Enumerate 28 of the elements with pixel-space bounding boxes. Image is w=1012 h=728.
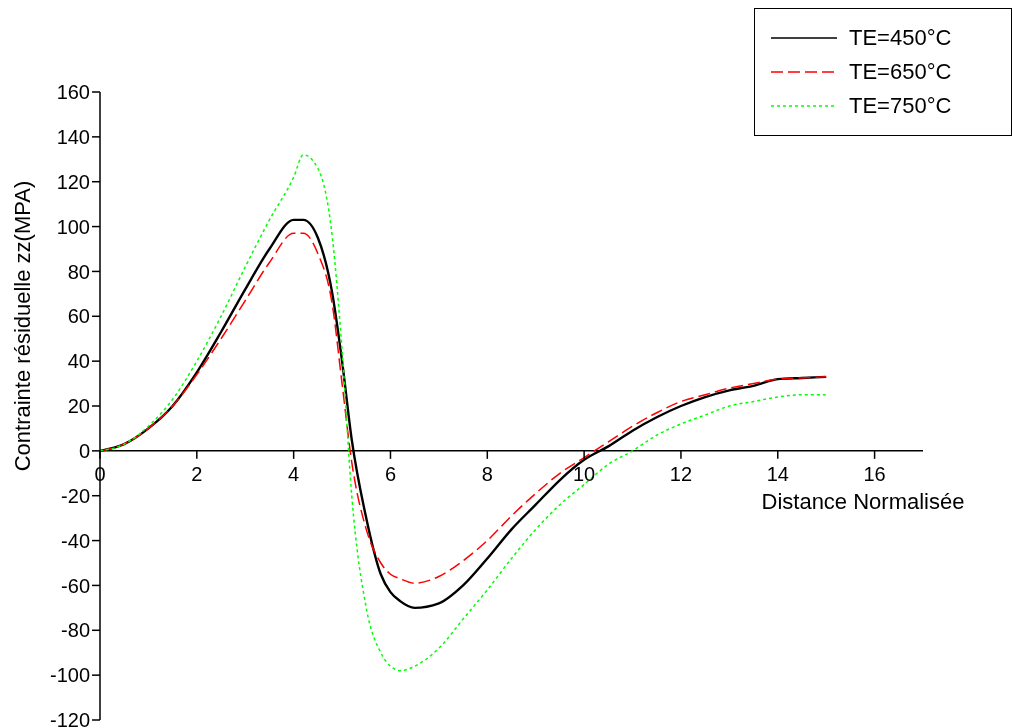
x-tick-label: 14 [766, 462, 789, 485]
y-tick-label: -120 [49, 709, 90, 728]
y-tick-label: 40 [67, 350, 90, 373]
y-tick-label: 80 [67, 260, 90, 283]
y-tick-label: 20 [67, 395, 90, 418]
x-tick-label: 4 [288, 462, 300, 485]
y-tick-label: -60 [61, 574, 90, 597]
legend-label: TE=450°C [849, 25, 952, 51]
y-tick-label: 100 [56, 215, 90, 238]
y-tick-label: -40 [61, 529, 90, 552]
legend-label: TE=650°C [849, 59, 952, 85]
y-tick-label: 140 [56, 125, 90, 148]
y-tick-label: 160 [56, 81, 90, 104]
x-tick-label: 6 [384, 462, 397, 485]
x-tick-label: 12 [669, 462, 693, 485]
x-tick-label: 16 [863, 462, 886, 485]
x-tick-label: 10 [572, 462, 596, 485]
x-tick-label: 8 [481, 462, 493, 485]
y-tick-label: -20 [61, 484, 90, 507]
y-tick-label: 0 [78, 439, 90, 462]
legend-label: TE=750°C [849, 93, 952, 119]
y-tick-label: 120 [56, 170, 90, 193]
x-axis-title: Distance Normalisée [761, 488, 965, 514]
y-tick-label: -100 [49, 664, 90, 687]
y-axis-title: Contrainte résiduelle zz(MPA) [9, 180, 35, 472]
y-tick-label: -80 [61, 619, 90, 642]
y-tick-label: 60 [67, 305, 90, 328]
x-tick-label: 2 [191, 462, 203, 485]
